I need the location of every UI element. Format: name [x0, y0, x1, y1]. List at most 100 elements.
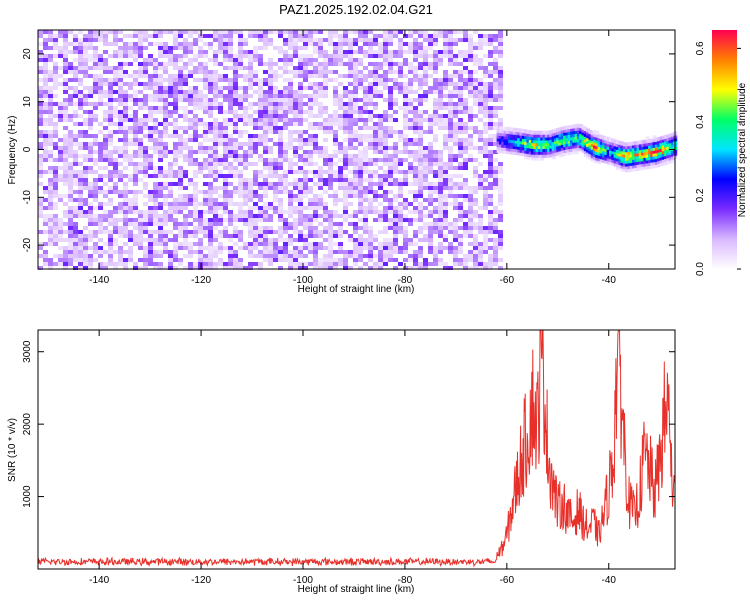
spectrogram-cell — [473, 86, 478, 90]
spectrogram-cell — [493, 206, 498, 210]
spectrogram-cell — [138, 146, 143, 150]
spectrogram-cell — [143, 150, 148, 154]
spectrogram-cell — [363, 126, 368, 130]
spectrogram-cell — [488, 118, 493, 122]
spectrogram-cell — [163, 134, 168, 138]
spectrogram-cell — [93, 66, 98, 70]
spectrogram-cell — [570, 124, 575, 129]
spectrogram-cell — [223, 142, 228, 146]
spectrogram-cell — [528, 130, 533, 135]
spectrogram-cell — [353, 194, 358, 198]
spectrogram-cell — [393, 118, 398, 122]
spectrogram-cell — [263, 230, 268, 234]
spectrogram-cell — [168, 134, 173, 138]
spectrogram-cell — [620, 164, 625, 169]
spectrogram-cell — [353, 98, 358, 102]
spectrogram-cell — [478, 162, 483, 166]
spectrogram-cell — [113, 266, 118, 270]
spectrogram-cell — [263, 90, 268, 94]
spectrogram-cell — [528, 138, 533, 143]
spectrogram-cell — [143, 102, 148, 106]
spectrogram-cell — [458, 210, 463, 214]
spectrogram-cell — [493, 174, 498, 178]
spectrogram-cell — [519, 131, 524, 136]
spectrogram-cell — [408, 182, 413, 186]
spectrogram-cell — [113, 74, 118, 78]
spectrogram-cell — [512, 127, 517, 132]
spectrogram-cell — [483, 250, 488, 254]
spectrogram-cell — [208, 246, 213, 250]
spectrogram-cell — [423, 166, 428, 170]
spectrogram-cell — [505, 138, 510, 143]
spectrogram-cell — [258, 198, 263, 202]
spectrogram-cell — [63, 250, 68, 254]
spectrogram-cell — [188, 242, 193, 246]
spectrogram-cell — [298, 102, 303, 106]
spectrogram-cell — [68, 170, 73, 174]
spectrogram-cell — [453, 74, 458, 78]
spectrogram-cell — [168, 58, 173, 62]
spectrogram-cell — [428, 142, 433, 146]
spectrogram-cell — [560, 135, 565, 140]
spectrogram-cell — [413, 78, 418, 82]
spectrogram-cell — [363, 54, 368, 58]
spectrogram-cell — [58, 66, 63, 70]
spectrogram-cell — [368, 142, 373, 146]
spectrogram-cell — [138, 30, 143, 34]
spectrogram-cell — [98, 222, 103, 226]
spectrogram-cell — [128, 114, 133, 118]
spectrogram-cell — [223, 38, 228, 42]
spectrogram-cell — [448, 154, 453, 158]
spectrogram-cell — [551, 155, 556, 160]
spectrogram-cell — [228, 102, 233, 106]
spectrogram-cell — [463, 82, 468, 86]
spectrogram-cell — [288, 102, 293, 106]
spectrogram-cell — [103, 58, 108, 62]
spectrogram-cell — [263, 206, 268, 210]
spectrogram-cell — [498, 42, 503, 46]
spectrogram-cell — [343, 218, 348, 222]
spectrogram-cell — [133, 134, 138, 138]
spectrogram-cell — [38, 78, 43, 82]
spectrogram-cell — [428, 54, 433, 58]
spectrogram-cell — [108, 110, 113, 114]
spectrogram-cell — [654, 157, 659, 162]
spectrogram-cell — [38, 246, 43, 250]
spectrogram-cell — [570, 127, 575, 132]
spectrogram-cell — [143, 238, 148, 242]
spectrogram-cell — [590, 134, 595, 139]
spectrogram-cell — [343, 194, 348, 198]
spectrogram-cell — [348, 82, 353, 86]
spectrogram-cell — [208, 226, 213, 230]
spectrogram-cell — [63, 114, 68, 118]
spectrogram-cell — [627, 156, 632, 161]
spectrogram-cell — [298, 182, 303, 186]
spectrogram-cell — [333, 142, 338, 146]
spectrogram-cell — [398, 66, 403, 70]
spectrogram-cell — [128, 190, 133, 194]
spectrogram-cell — [313, 30, 318, 34]
spectrogram-cell — [423, 78, 428, 82]
spectrogram-cell — [433, 98, 438, 102]
spectrogram-cell — [576, 123, 581, 128]
spectrogram-cell — [408, 254, 413, 258]
spectrogram-cell — [278, 130, 283, 134]
spectrogram-cell — [428, 34, 433, 38]
spectrogram-cell — [398, 202, 403, 206]
spectrogram-cell — [143, 254, 148, 258]
spectrogram-cell — [248, 154, 253, 158]
spectrogram-cell — [183, 94, 188, 98]
spectrogram-cell — [606, 140, 611, 145]
spectrogram-cell — [313, 150, 318, 154]
spectrogram-cell — [488, 262, 493, 266]
spectrogram-cell — [505, 150, 510, 155]
spectrogram-cell — [223, 110, 228, 114]
spectrogram-cell — [348, 114, 353, 118]
spectrogram-cell — [498, 74, 503, 78]
spectrogram-cell — [631, 158, 636, 163]
spectrogram-cell — [168, 102, 173, 106]
spectrogram-cell — [353, 102, 358, 106]
spectrogram-cell — [393, 218, 398, 222]
spectrogram-cell — [133, 122, 138, 126]
spectrogram-cell — [213, 126, 218, 130]
